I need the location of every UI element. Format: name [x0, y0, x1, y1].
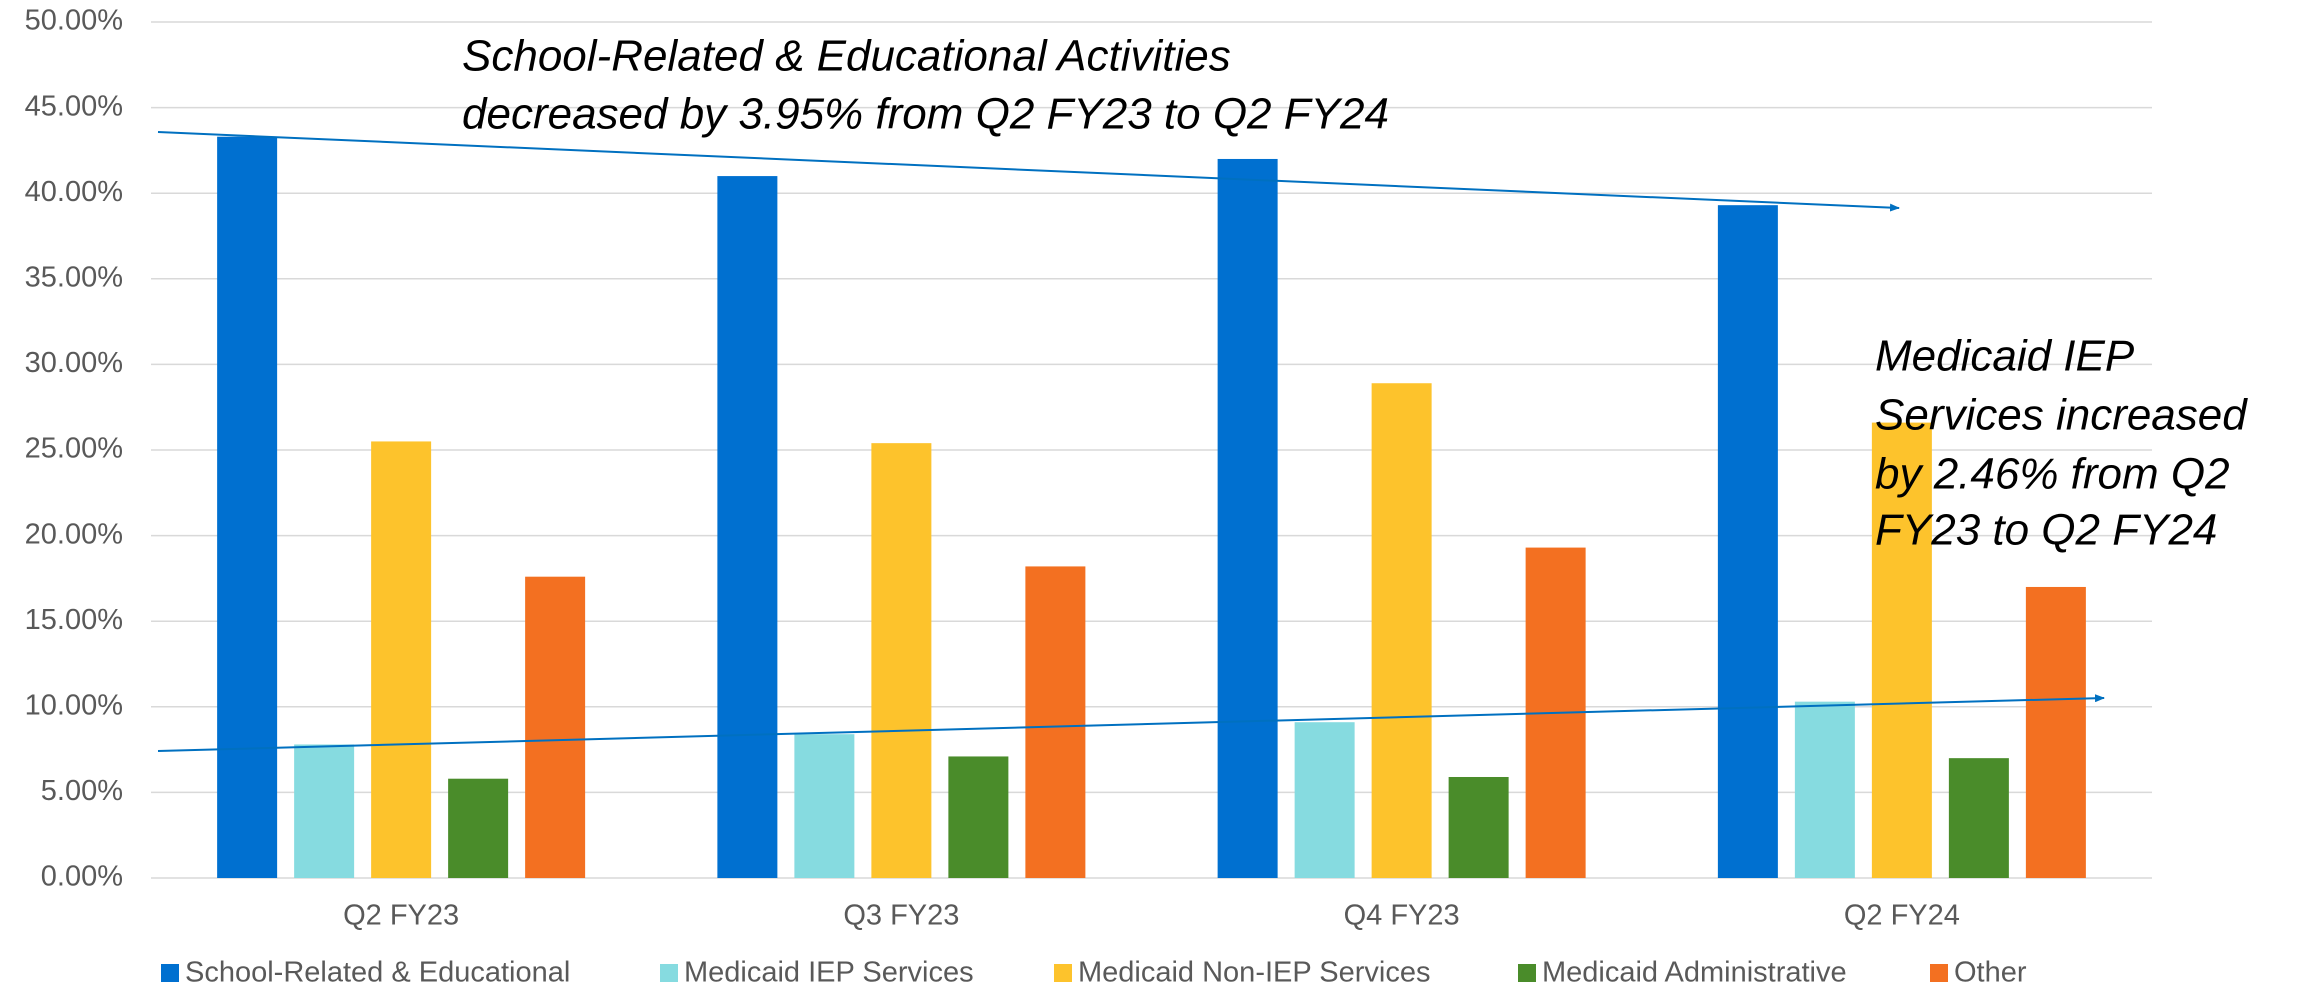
- bar: [1948, 758, 2009, 878]
- legend-label: Medicaid Administrative: [1542, 957, 1847, 988]
- legend-swatch: [161, 964, 179, 982]
- annotation: Medicaid IEP: [1875, 332, 2135, 381]
- bar: [1871, 422, 1932, 878]
- bar: [1294, 722, 1355, 878]
- bar: [525, 576, 586, 878]
- bar: [1794, 701, 1855, 878]
- x-tick-label: Q2 FY24: [1844, 900, 1960, 932]
- bar: [1025, 566, 1086, 878]
- y-tick-label: 40.00%: [25, 176, 123, 208]
- bar: [448, 778, 509, 878]
- y-tick-label: 35.00%: [25, 261, 123, 293]
- legend-label: Medicaid Non-IEP Services: [1078, 957, 1430, 988]
- trend-arrow: [157, 694, 2105, 752]
- legend-swatch: [1930, 964, 1948, 982]
- annotation: School-Related & Educational Activities: [462, 32, 1231, 81]
- y-tick-label: 30.00%: [25, 347, 123, 379]
- y-tick-label: 20.00%: [25, 518, 123, 550]
- y-tick-label: 45.00%: [25, 90, 123, 122]
- annotation: by 2.46% from Q2: [1875, 450, 2230, 499]
- bar: [717, 176, 778, 878]
- legend-swatch: [660, 964, 678, 982]
- annotation: Services increased: [1875, 391, 2248, 440]
- x-tick-label: Q3 FY23: [843, 900, 959, 932]
- x-tick-label: Q2 FY23: [343, 900, 459, 932]
- bar: [217, 136, 278, 879]
- bar: [1717, 205, 1778, 878]
- legend-label: Medicaid IEP Services: [684, 957, 974, 988]
- bar: [1217, 158, 1278, 878]
- bar: [794, 734, 855, 878]
- bar: [2025, 586, 2086, 878]
- annotation: decreased by 3.95% from Q2 FY23 to Q2 FY…: [462, 90, 1389, 139]
- legend-label: School-Related & Educational: [185, 957, 570, 988]
- y-tick-label: 25.00%: [25, 433, 123, 465]
- bar: [1371, 383, 1432, 878]
- y-tick-label: 0.00%: [41, 861, 123, 893]
- bar: [371, 441, 432, 878]
- y-tick-label: 10.00%: [25, 689, 123, 721]
- y-tick-label: 50.00%: [25, 5, 123, 37]
- legend-swatch: [1054, 964, 1072, 982]
- annotation: FY23 to Q2 FY24: [1875, 506, 2217, 555]
- y-tick-label: 5.00%: [41, 775, 123, 807]
- trend-arrow: [157, 131, 1900, 212]
- x-tick-label: Q4 FY23: [1344, 900, 1460, 932]
- legend-swatch: [1518, 964, 1536, 982]
- bar: [294, 744, 355, 878]
- legend-label: Other: [1954, 957, 2027, 988]
- bar: [1448, 776, 1509, 878]
- bar: [948, 756, 1009, 878]
- bar: [871, 443, 932, 878]
- y-tick-label: 15.00%: [25, 604, 123, 636]
